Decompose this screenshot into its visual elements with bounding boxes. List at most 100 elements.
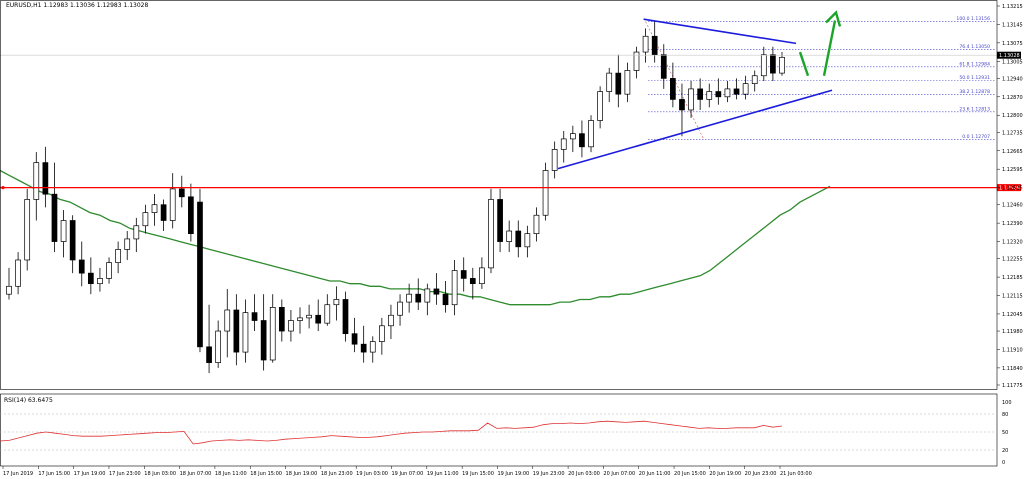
price-tick-label: 1.12940 bbox=[1002, 76, 1023, 82]
candle-body bbox=[451, 270, 458, 306]
price-tick-label: 1.12320 bbox=[1002, 240, 1023, 246]
support-price-label: 1.12526 bbox=[999, 186, 1020, 192]
time-tick-label: 19 Jun 15:00 bbox=[462, 471, 494, 477]
candle-body bbox=[379, 325, 385, 342]
price-tick-label: 1.12665 bbox=[1002, 149, 1023, 155]
candle-body bbox=[642, 35, 649, 53]
time-tick-label: 19 Jun 11:00 bbox=[427, 471, 459, 477]
candle-body bbox=[369, 341, 376, 353]
price-tick-label: 1.12460 bbox=[1002, 203, 1023, 209]
moving-average bbox=[0, 169, 831, 306]
time-tick-label: 18 Jun 11:00 bbox=[215, 471, 247, 477]
candle-body bbox=[115, 249, 121, 263]
time-tick-label: 19 Jun 07:00 bbox=[392, 471, 424, 477]
time-tick-label: 17 Jun 23:00 bbox=[109, 471, 141, 477]
price-tick-label: 1.11910 bbox=[1002, 347, 1023, 353]
candle-body bbox=[670, 78, 676, 100]
current-price-label: 1.13028 bbox=[999, 53, 1020, 59]
candle-body bbox=[87, 272, 94, 285]
main-frame bbox=[0, 0, 998, 390]
candle-body bbox=[551, 149, 558, 171]
time-tick-label: 19 Jun 03:00 bbox=[356, 471, 388, 477]
candle-body bbox=[142, 212, 149, 227]
lower-trendline bbox=[557, 89, 833, 170]
horizontal-levels: 1.12526 1.13028 bbox=[0, 51, 1021, 192]
support-level-marker bbox=[1, 186, 5, 190]
candle-body bbox=[715, 91, 722, 98]
candle-body bbox=[60, 220, 67, 242]
time-tick-label: 18 Jun 03:00 bbox=[144, 471, 176, 477]
time-tick-label: 21 Jun 03:00 bbox=[780, 471, 812, 477]
time-tick-label: 17 Jun 2019 bbox=[3, 471, 33, 477]
candle-body bbox=[260, 320, 267, 361]
fib-level-label: 50.0 1.12931 bbox=[959, 75, 990, 81]
price-tick-label: 1.12735 bbox=[1002, 130, 1023, 136]
candle-body bbox=[569, 133, 576, 140]
time-tick-label: 20 Jun 03:00 bbox=[568, 471, 600, 477]
candle-body bbox=[724, 88, 731, 98]
candle-body bbox=[278, 307, 285, 332]
candle-body bbox=[469, 278, 476, 285]
time-tick-label: 19 Jun 23:00 bbox=[533, 471, 565, 477]
price-tick-label: 1.13215 bbox=[1002, 4, 1023, 10]
price-tick-label: 1.13075 bbox=[1002, 41, 1023, 47]
candle-body bbox=[324, 304, 331, 324]
price-tick-label: 1.12595 bbox=[1002, 167, 1023, 173]
rsi-tick-label: 20 bbox=[1002, 448, 1008, 454]
candle-body bbox=[97, 278, 103, 285]
price-tick-label: 1.12045 bbox=[1002, 312, 1023, 318]
candle-body bbox=[306, 314, 312, 319]
candle-body bbox=[360, 343, 367, 353]
candle-body bbox=[679, 99, 685, 111]
time-tick-label: 20 Jun 23:00 bbox=[745, 471, 777, 477]
candle-body bbox=[397, 301, 403, 316]
candle-body bbox=[660, 54, 667, 79]
candle-body bbox=[615, 72, 622, 95]
candle-body bbox=[24, 199, 31, 261]
price-tick-label: 1.11980 bbox=[1002, 329, 1023, 335]
rsi-line bbox=[0, 420, 783, 445]
candle-body bbox=[6, 285, 12, 295]
time-tick-label: 20 Jun 19:00 bbox=[709, 471, 741, 477]
candle-body bbox=[770, 54, 776, 74]
rsi-tick-label: 0 bbox=[1002, 460, 1005, 466]
candle-body bbox=[442, 293, 449, 306]
candle-body bbox=[706, 91, 713, 100]
rsi-title: RSI(14) 63.6475 bbox=[4, 397, 53, 404]
candle-body bbox=[133, 225, 140, 240]
candle-body bbox=[415, 293, 422, 303]
rsi-panel: 100 80 50 20 0 bbox=[0, 400, 1012, 466]
candle-body bbox=[15, 259, 21, 287]
candle-body bbox=[333, 299, 340, 306]
rsi-frame bbox=[0, 393, 998, 467]
candle-body bbox=[506, 230, 513, 242]
candle-body bbox=[206, 346, 212, 363]
candle-body bbox=[751, 75, 758, 84]
fib-level-label: 76.4 1.13050 bbox=[959, 44, 990, 50]
candle-body bbox=[69, 220, 76, 261]
candle-body bbox=[597, 91, 603, 121]
candle-body bbox=[542, 170, 549, 216]
candle-body bbox=[388, 314, 394, 327]
moving-average-line bbox=[0, 169, 831, 306]
upper-trendline bbox=[643, 18, 797, 45]
candle-body bbox=[106, 262, 112, 279]
candle-body bbox=[297, 317, 303, 321]
candle-body bbox=[351, 333, 358, 345]
candle-body bbox=[433, 288, 440, 295]
candle-body bbox=[579, 133, 585, 148]
candle-body bbox=[697, 88, 704, 100]
candle-body bbox=[606, 72, 613, 92]
price-tick-label: 1.12255 bbox=[1002, 257, 1023, 263]
fib-level-label: 0.0 1.12707 bbox=[962, 134, 990, 140]
candle-body bbox=[215, 330, 222, 363]
time-tick-label: 20 Jun 11:00 bbox=[639, 471, 671, 477]
candle-body bbox=[479, 267, 485, 285]
time-tick-label: 18 Jun 07:00 bbox=[180, 471, 212, 477]
candle-body bbox=[233, 309, 240, 353]
support-price-box bbox=[997, 184, 1021, 192]
time-tick-label: 20 Jun 07:00 bbox=[603, 471, 635, 477]
candle-body bbox=[651, 35, 658, 56]
candle-body bbox=[633, 51, 640, 71]
